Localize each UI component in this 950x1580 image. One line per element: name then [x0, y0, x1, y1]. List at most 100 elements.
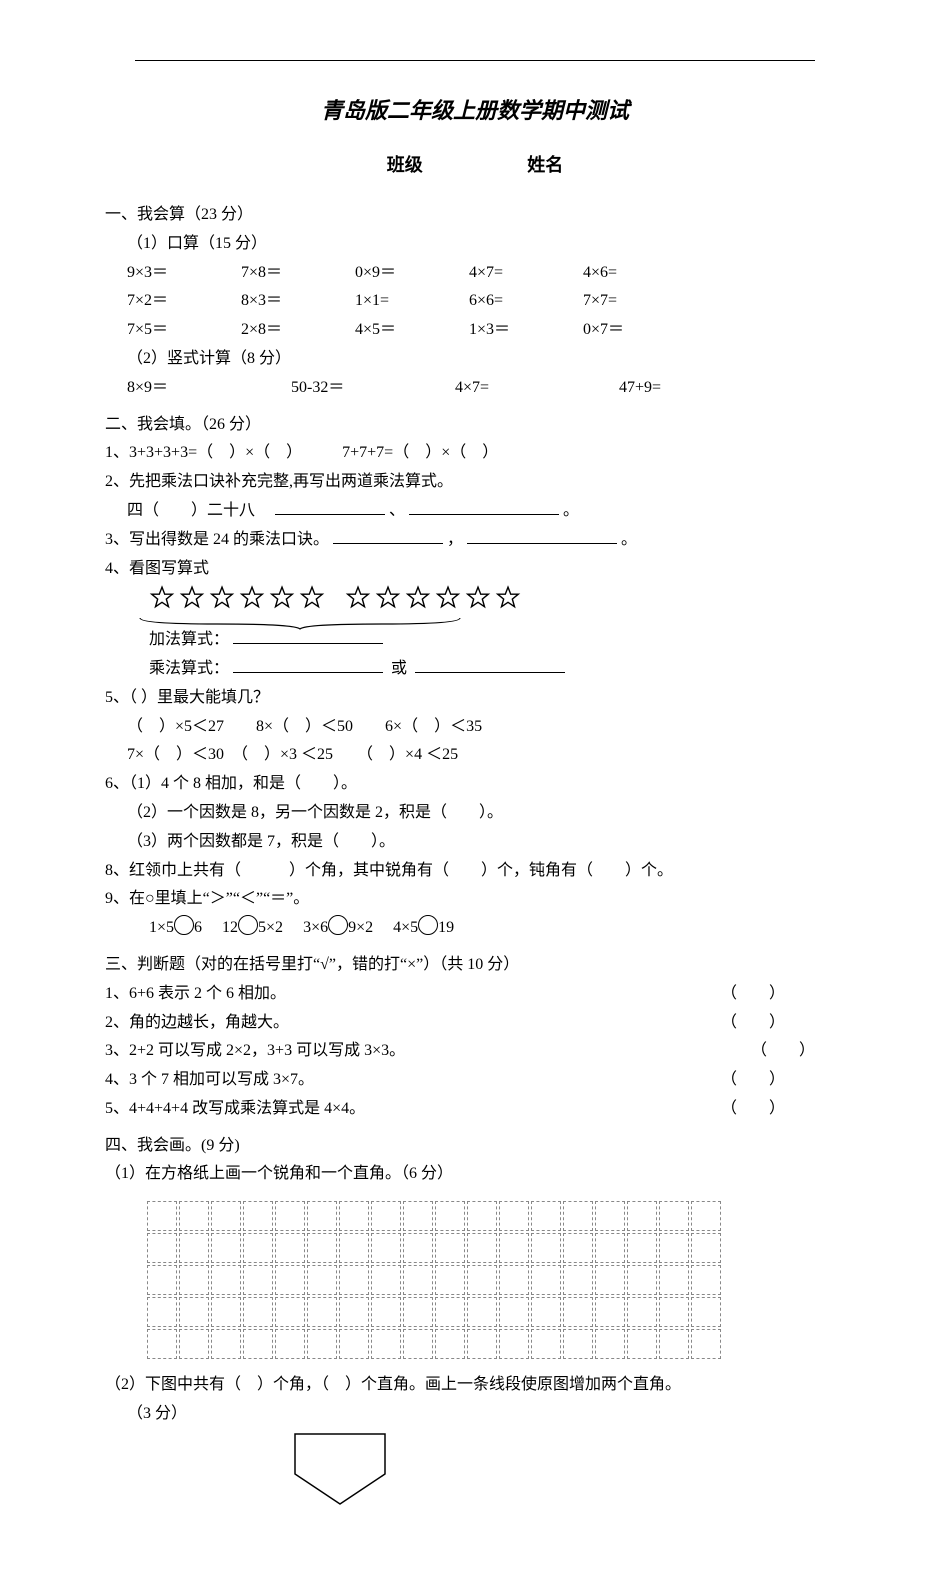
oc: 7×7=: [583, 287, 693, 316]
tf2-text: 2、角的边越长，角越大。: [105, 1014, 289, 1031]
tf3-text: 3、2+2 可以写成 2×2，3+3 可以写成 3×3。: [105, 1042, 405, 1059]
tf5-text: 5、4+4+4+4 改写成乘法算式是 4×4。: [105, 1100, 365, 1117]
q2c: 。: [563, 502, 579, 519]
oral-row-3: 7×5＝ 2×8＝ 4×5＝ 1×3＝ 0×7＝: [127, 316, 845, 345]
oc: 2×8＝: [241, 316, 351, 345]
sec3-title: 三、判断题（对的在括号里打“√”，错的打“×”）（共 10 分）: [105, 951, 845, 980]
tf1: 1、6+6 表示 2 个 6 相加。 （ ）: [105, 980, 845, 1009]
q9a-r: 6: [194, 919, 202, 936]
vc: 8×9＝: [127, 374, 287, 403]
q9-line: 1×56 125×2 3×69×2 4×519: [149, 914, 845, 943]
circle-blank-icon: [174, 915, 194, 935]
q5r2: 7×（ ）＜30 （ ）×3 ＜25 （ ）×4 ＜25: [127, 741, 845, 770]
star-icon: [435, 585, 461, 611]
paren: （ ）: [721, 1009, 785, 1038]
content: 一、我会算（23 分） （1）口算（15 分） 9×3＝ 7×8＝ 0×9＝ 4…: [105, 201, 845, 1520]
star-icon: [495, 585, 521, 611]
star-icon: [465, 585, 491, 611]
blank: [233, 627, 383, 644]
q6b: （2）一个因数是 8，另一个因数是 2，积是（ ）。: [127, 799, 845, 828]
oc: 4×5＝: [355, 316, 465, 345]
oc: 7×8＝: [241, 259, 351, 288]
blank: [415, 656, 565, 673]
paren: （ ）: [721, 980, 785, 1009]
grid-paper: [145, 1199, 723, 1361]
sec4-q2: （2）下图中共有（ ）个角，（ ）个直角。画上一条线段使原图增加两个直角。: [105, 1371, 845, 1400]
q9-title: 9、在○里填上“＞”“＜”“＝”。: [105, 885, 845, 914]
oral-row-2: 7×2＝ 8×3＝ 1×1= 6×6= 7×7=: [127, 287, 845, 316]
q9d-r: 19: [438, 919, 454, 936]
q6a: 6、（1）4 个 8 相加，和是（ ）。: [105, 770, 845, 799]
q2-line2: 四（ ）二十八 、 。: [127, 497, 845, 526]
circle-blank-icon: [328, 915, 348, 935]
vc: 4×7=: [455, 374, 615, 403]
q8: 8、红领巾上共有（ ）个角，其中锐角有（ ）个，钝角有（ ）个。: [105, 857, 845, 886]
oc: 8×3＝: [241, 287, 351, 316]
circle-blank-icon: [238, 915, 258, 935]
q3a: 3、写出得数是 24 的乘法口诀。: [105, 531, 329, 548]
q5: 5、（ ）里最大能填几？: [105, 684, 845, 713]
name-label: 姓名: [527, 149, 563, 181]
star-icon: [239, 585, 265, 611]
oc: 7×5＝: [127, 316, 237, 345]
q5r1: （ ）×5＜27 8×（ ）＜50 6×（ ）＜35: [127, 713, 845, 742]
star-icon: [209, 585, 235, 611]
q9b-l: 12: [222, 919, 238, 936]
sec1-title: 一、我会算（23 分）: [105, 201, 845, 230]
star-icon: [149, 585, 175, 611]
oc: 4×7=: [469, 259, 579, 288]
blank: [467, 527, 617, 544]
q4-or: 或: [391, 660, 407, 677]
q4: 4、看图写算式: [105, 555, 845, 584]
page-title: 青岛版二年级上册数学期中测试: [75, 91, 875, 131]
oc: 6×6=: [469, 287, 579, 316]
vc: 47+9=: [619, 374, 779, 403]
star-icon: [269, 585, 295, 611]
q4-mul-label: 乘法算式：: [149, 660, 229, 677]
paren: （ ）: [721, 1095, 785, 1124]
blank: [233, 656, 383, 673]
q3b: ，: [447, 531, 463, 548]
q6c: （3）两个因数都是 7，积是（ ）。: [127, 828, 845, 857]
blank: [333, 527, 443, 544]
blank: [275, 498, 385, 515]
sec4-title: 四、我会画。(9 分): [105, 1132, 845, 1161]
tf1-text: 1、6+6 表示 2 个 6 相加。: [105, 985, 286, 1002]
q2: 2、先把乘法口诀补充完整,再写出两道乘法算式。: [105, 468, 845, 497]
pentagon-figure: [285, 1429, 845, 1520]
q4-add-line: 加法算式：: [149, 626, 845, 655]
star-icon: [345, 585, 371, 611]
oral-row-1: 9×3＝ 7×8＝ 0×9＝ 4×7= 4×6=: [127, 259, 845, 288]
paren: （ ）: [721, 1066, 785, 1095]
top-rule: [135, 60, 815, 61]
vc: 50-32＝: [291, 374, 451, 403]
paren: （ ）: [751, 1037, 815, 1066]
q9c-r: 9×2: [348, 919, 373, 936]
q4-add-label: 加法算式：: [149, 631, 229, 648]
sec1-p1-label: （1）口算（15 分）: [127, 230, 845, 259]
oc: 9×3＝: [127, 259, 237, 288]
q2b: 、: [389, 502, 405, 519]
vertical-row: 8×9＝ 50-32＝ 4×7= 47+9=: [127, 374, 845, 403]
q4-mul-line: 乘法算式： 或: [149, 655, 845, 684]
star-icon: [375, 585, 401, 611]
star-icon: [405, 585, 431, 611]
oc: 7×2＝: [127, 287, 237, 316]
star-group-2: [345, 583, 521, 612]
star-icon: [299, 585, 325, 611]
sec2-title: 二、我会填。（26 分）: [105, 411, 845, 440]
oc: 1×3＝: [469, 316, 579, 345]
sec4-q2-pts: （3 分）: [127, 1400, 845, 1429]
tf3: 3、2+2 可以写成 2×2，3+3 可以写成 3×3。 （ ）: [105, 1037, 845, 1066]
q1: 1、3+3+3+3=（ ）×（ ） 7+7+7=（ ）×（ ）: [105, 439, 845, 468]
star-icon: [179, 585, 205, 611]
q2a: 四（ ）二十八: [127, 502, 271, 519]
oc: 4×6=: [583, 259, 693, 288]
class-label: 班级: [387, 149, 423, 181]
circle-blank-icon: [418, 915, 438, 935]
q9a-l: 1×5: [149, 919, 174, 936]
q3: 3、写出得数是 24 的乘法口诀。 ， 。: [105, 526, 845, 555]
sec1-p2-label: （2）竖式计算（8 分）: [127, 345, 845, 374]
subheader: 班级 姓名: [75, 149, 875, 181]
q9c-l: 3×6: [303, 919, 328, 936]
